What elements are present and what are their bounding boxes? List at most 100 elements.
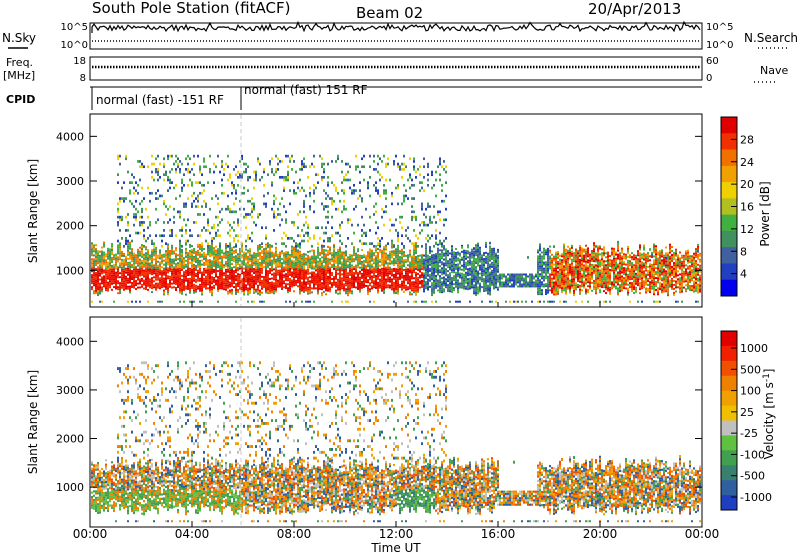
data-cell bbox=[331, 272, 333, 275]
data-cell bbox=[409, 176, 411, 179]
data-cell bbox=[399, 283, 401, 286]
data-cell bbox=[249, 252, 251, 255]
data-cell bbox=[305, 221, 307, 224]
data-cell bbox=[123, 272, 125, 275]
data-cell bbox=[331, 160, 333, 163]
data-cell bbox=[275, 290, 277, 293]
data-cell bbox=[209, 290, 211, 293]
data-cell bbox=[149, 223, 151, 227]
data-cell bbox=[183, 183, 185, 187]
data-cell bbox=[107, 289, 109, 292]
data-cell bbox=[97, 272, 99, 275]
data-cell bbox=[433, 259, 435, 262]
data-cell bbox=[155, 288, 157, 291]
data-cell bbox=[111, 268, 113, 271]
data-cell bbox=[139, 215, 141, 219]
data-cell bbox=[267, 284, 269, 287]
data-cell bbox=[165, 262, 167, 265]
data-cell bbox=[277, 253, 279, 256]
data-cell bbox=[247, 300, 249, 303]
data-cell bbox=[503, 275, 505, 278]
data-cell bbox=[445, 256, 447, 259]
data-cell bbox=[303, 189, 305, 192]
data-cell bbox=[281, 176, 283, 179]
data-cell bbox=[225, 244, 227, 247]
data-cell bbox=[163, 162, 165, 166]
data-cell bbox=[371, 269, 373, 272]
data-cell bbox=[451, 279, 453, 282]
data-cell bbox=[347, 282, 349, 285]
data-cell bbox=[213, 260, 215, 263]
data-cell bbox=[265, 289, 267, 292]
data-cell bbox=[351, 258, 353, 261]
data-cell bbox=[447, 252, 449, 255]
data-cell bbox=[479, 252, 481, 255]
data-cell bbox=[107, 269, 109, 272]
data-cell bbox=[389, 276, 391, 279]
data-cell bbox=[371, 242, 373, 245]
data-cell bbox=[101, 252, 103, 255]
data-cell bbox=[309, 191, 311, 195]
data-cell bbox=[385, 280, 387, 283]
data-cell bbox=[209, 251, 211, 254]
data-cell bbox=[273, 210, 275, 214]
data-cell bbox=[281, 284, 283, 287]
data-cell bbox=[495, 278, 497, 281]
data-cell bbox=[191, 183, 193, 187]
data-cell bbox=[119, 215, 121, 219]
data-cell bbox=[213, 237, 215, 240]
data-cell bbox=[303, 282, 305, 285]
data-cell bbox=[285, 283, 287, 286]
data-cell bbox=[387, 276, 389, 279]
data-cell bbox=[491, 249, 493, 252]
data-cell bbox=[137, 210, 139, 214]
data-cell bbox=[353, 207, 355, 211]
data-cell bbox=[117, 181, 119, 184]
data-cell bbox=[441, 255, 443, 258]
data-cell bbox=[181, 181, 183, 184]
data-cell bbox=[185, 293, 187, 296]
data-cell bbox=[267, 264, 269, 267]
data-cell bbox=[445, 282, 447, 285]
data-cell bbox=[301, 239, 303, 243]
data-cell bbox=[245, 258, 247, 261]
data-cell bbox=[441, 261, 443, 264]
data-cell bbox=[317, 242, 319, 245]
data-cell bbox=[93, 258, 95, 261]
data-cell bbox=[163, 178, 165, 182]
data-cell bbox=[189, 257, 191, 260]
data-cell bbox=[131, 264, 133, 267]
data-cell bbox=[399, 275, 401, 278]
data-cell bbox=[181, 234, 183, 238]
data-cell bbox=[141, 255, 143, 258]
data-cell bbox=[415, 287, 417, 290]
data-cell bbox=[245, 248, 247, 251]
data-cell bbox=[353, 248, 355, 251]
data-cell bbox=[343, 275, 345, 278]
data-cell bbox=[181, 253, 183, 255]
data-cell bbox=[117, 215, 119, 219]
data-cell bbox=[463, 281, 465, 284]
data-cell bbox=[299, 210, 301, 214]
data-cell bbox=[113, 276, 115, 279]
data-cell bbox=[493, 285, 495, 288]
data-cell bbox=[101, 278, 103, 281]
data-cell bbox=[97, 276, 99, 279]
data-cell bbox=[361, 256, 363, 259]
data-cell bbox=[231, 210, 233, 214]
data-cell bbox=[477, 258, 479, 261]
data-cell bbox=[241, 246, 243, 249]
data-cell bbox=[139, 282, 141, 285]
data-cell bbox=[255, 282, 257, 285]
data-cell bbox=[135, 276, 137, 279]
data-cell bbox=[123, 278, 125, 281]
data-cell bbox=[129, 277, 131, 280]
data-cell bbox=[219, 273, 221, 276]
data-cell bbox=[349, 277, 351, 280]
data-cell bbox=[251, 254, 253, 257]
data-cell bbox=[407, 272, 409, 275]
data-cell bbox=[289, 265, 291, 268]
data-cell bbox=[287, 291, 289, 294]
data-cell bbox=[213, 276, 215, 279]
data-cell bbox=[475, 287, 477, 290]
